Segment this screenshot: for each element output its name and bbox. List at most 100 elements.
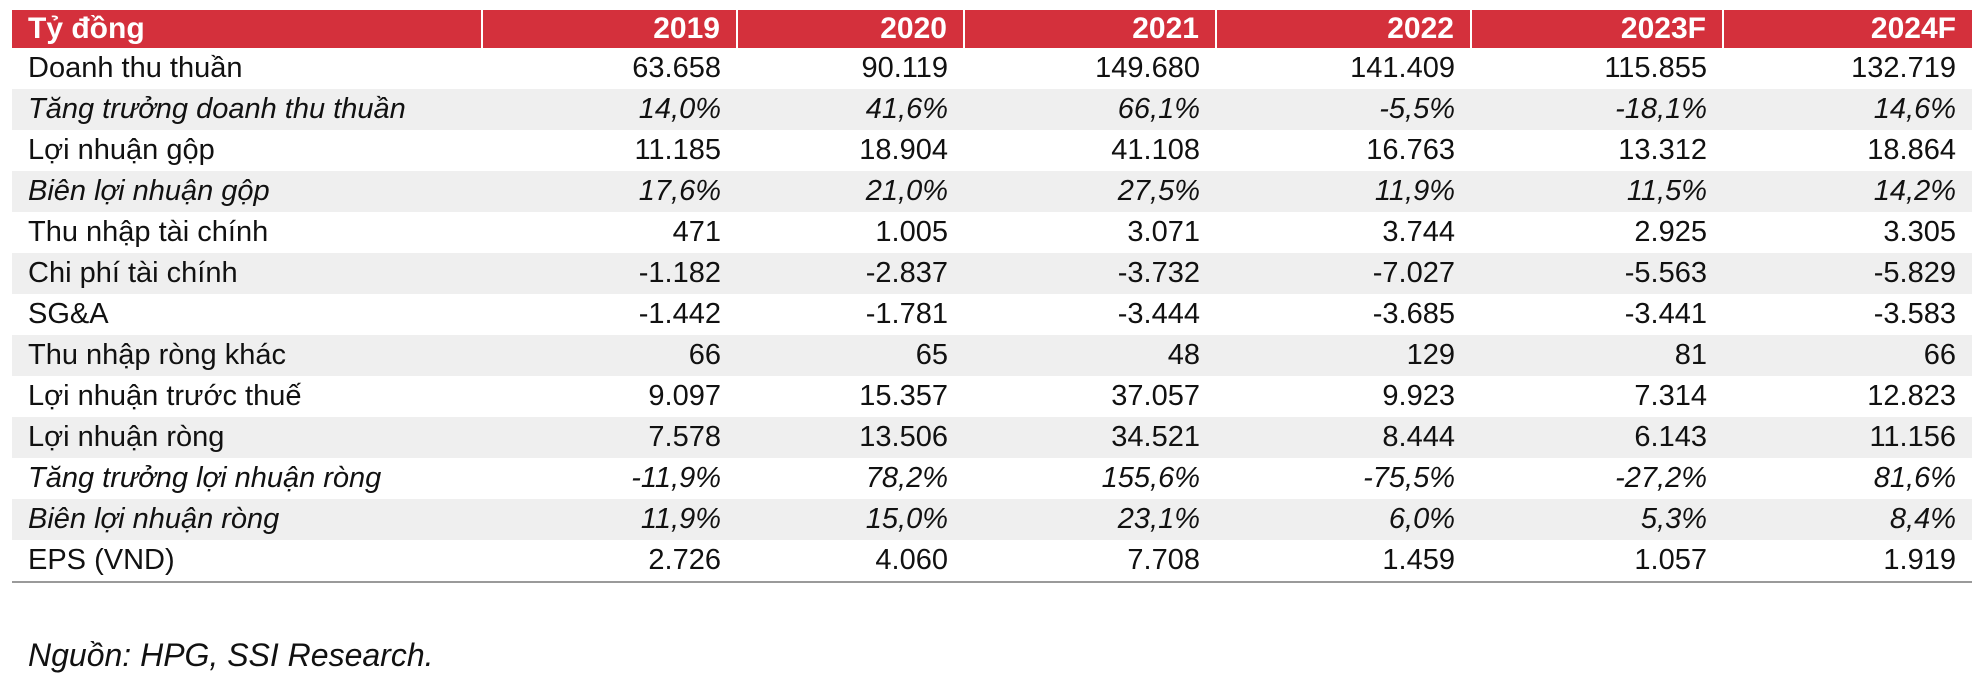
table-cell: 41.108	[1111, 134, 1200, 166]
table-cell: 141.409	[1350, 52, 1455, 84]
table-row: Tăng trưởng doanh thu thuần 14,0% 41,6% 66,…	[12, 89, 1972, 130]
header-year: 2020	[737, 10, 965, 48]
table-cell: -75,5%	[1363, 462, 1455, 494]
table-cell: 14,2%	[1873, 175, 1956, 207]
table-row: SG&A -1.442 -1.781 -3.444 -3.685 -3.441 -3.583	[12, 294, 1972, 335]
table-cell: -2.837	[865, 257, 948, 289]
row-label: Doanh thu thuần	[28, 52, 243, 84]
table-cell: 3.744	[1382, 216, 1455, 248]
table-row: Chi phí tài chính -1.182 -2.837 -3.732 -7.02…	[12, 253, 1972, 294]
table-cell: 15.357	[859, 380, 948, 412]
table-cell: 13.506	[859, 421, 948, 453]
table-cell: 16.763	[1366, 134, 1455, 166]
row-label: Tăng trưởng lợi nhuận ròng	[28, 462, 382, 494]
table-cell: 9.923	[1382, 380, 1455, 412]
table-cell: 23,1%	[1117, 503, 1200, 535]
table-cell: 11.156	[1869, 421, 1956, 453]
table-cell: 11,9%	[1374, 175, 1455, 207]
table-cell: 1.005	[875, 216, 948, 248]
table-cell: 65	[915, 339, 948, 371]
table-cell: -11,9%	[631, 462, 721, 494]
table-row: Biên lợi nhuận gộp 17,6% 21,0% 27,5% 11,9% 11…	[12, 171, 1972, 212]
table-cell: 1.459	[1382, 544, 1455, 576]
row-label: Biên lợi nhuận ròng	[28, 503, 280, 535]
table-cell: -5.829	[1873, 257, 1956, 289]
table-cell: 7.578	[648, 421, 721, 453]
table-cell: 115.855	[1604, 52, 1707, 84]
table-cell: 8.444	[1382, 421, 1455, 453]
table-cell: 66	[688, 339, 721, 371]
table-cell: 4.060	[875, 544, 948, 576]
table-cell: 6,0%	[1388, 503, 1455, 535]
table-cell: -3.685	[1372, 298, 1455, 330]
table-cell: 18.904	[859, 134, 948, 166]
header-year: 2021	[964, 10, 1217, 48]
table-cell: 11.185	[634, 134, 721, 166]
table-cell: 2.925	[1634, 216, 1707, 248]
table-cell: 471	[672, 216, 721, 248]
table-row: Thu nhập ròng khác 66 65 48 129 81 66	[12, 335, 1972, 376]
table-row: Lợi nhuận ròng 7.578 13.506 34.521 8.444 6.14…	[12, 417, 1972, 458]
table-cell: 48	[1167, 339, 1200, 371]
table-cell: -27,2%	[1615, 462, 1707, 494]
table-cell: 34.521	[1111, 421, 1200, 453]
table-cell: -3.583	[1873, 298, 1956, 330]
table-cell: 5,3%	[1640, 503, 1707, 535]
table-cell: 13.312	[1618, 134, 1707, 166]
table-cell: 132.719	[1851, 52, 1956, 84]
table-cell: 66	[1923, 339, 1956, 371]
table-cell: 27,5%	[1117, 175, 1200, 207]
row-label: Thu nhập tài chính	[28, 216, 269, 248]
row-label: Chi phí tài chính	[28, 257, 238, 289]
row-label: Lợi nhuận trước thuế	[28, 380, 302, 412]
table-cell: 3.071	[1127, 216, 1200, 248]
header-unit: Tỷ đồng	[12, 10, 483, 48]
financial-table: Tỷ đồng 2019 2020 2021 2022 2023F 2024F …	[12, 10, 1972, 583]
table-cell: 1.057	[1634, 544, 1707, 576]
table-cell: 7.708	[1127, 544, 1200, 576]
row-label: Tăng trưởng doanh thu thuần	[28, 93, 406, 125]
header-row: Tỷ đồng 2019 2020 2021 2022 2023F 2024F	[12, 10, 1972, 48]
table-cell: -5,5%	[1379, 93, 1455, 125]
table-cell: 21,0%	[865, 175, 948, 207]
table-cell: 14,6%	[1873, 93, 1956, 125]
header-year: 2024F	[1870, 12, 1956, 45]
table-cell: 14,0%	[638, 93, 721, 125]
row-label: EPS (VND)	[28, 544, 175, 576]
table-row: Tăng trưởng lợi nhuận ròng -11,9% 78,2% 155…	[12, 458, 1972, 499]
table-cell: 17,6%	[638, 175, 721, 207]
table-row: Doanh thu thuần 63.658 90.119 149.680 141.40…	[12, 48, 1972, 89]
table-cell: 41,6%	[865, 93, 948, 125]
table-cell: 90.119	[861, 52, 948, 84]
table-row: EPS (VND) 2.726 4.060 7.708 1.459 1.057 1.919	[12, 540, 1972, 582]
table-cell: 129	[1406, 339, 1455, 371]
table-cell: 2.726	[648, 544, 721, 576]
table-cell: 11,9%	[640, 503, 721, 535]
table-cell: 7.314	[1634, 380, 1707, 412]
table-cell: -3.441	[1624, 298, 1707, 330]
table-cell: -3.732	[1117, 257, 1200, 289]
table-cell: -1.182	[638, 257, 721, 289]
table-cell: 12.823	[1867, 380, 1956, 412]
header-year: 2023F	[1471, 10, 1724, 48]
table-row: Biên lợi nhuận ròng 11,9% 15,0% 23,1% 6,0% 5,…	[12, 499, 1972, 540]
table-cell: -1.781	[865, 298, 948, 330]
table-cell: -18,1%	[1615, 93, 1707, 125]
table-cell: -1.442	[638, 298, 721, 330]
table-body: Doanh thu thuần 63.658 90.119 149.680 141.40…	[12, 48, 1972, 582]
table-cell: 37.057	[1111, 380, 1200, 412]
table-cell: 63.658	[632, 52, 721, 84]
row-label: Lợi nhuận ròng	[28, 421, 225, 453]
source-note: Nguồn: HPG, SSI Research.	[28, 637, 434, 673]
table-cell: 3.305	[1883, 216, 1956, 248]
table-cell: 18.864	[1867, 134, 1956, 166]
table-cell: 8,4%	[1889, 503, 1956, 535]
table-cell: 1.919	[1883, 544, 1956, 576]
header-year: 2019	[482, 10, 738, 48]
row-label: Thu nhập ròng khác	[28, 339, 286, 371]
row-label: SG&A	[28, 298, 109, 330]
table-cell: 9.097	[648, 380, 721, 412]
row-label: Biên lợi nhuận gộp	[28, 175, 270, 207]
table-cell: 15,0%	[865, 503, 948, 535]
table-cell: -5.563	[1624, 257, 1707, 289]
